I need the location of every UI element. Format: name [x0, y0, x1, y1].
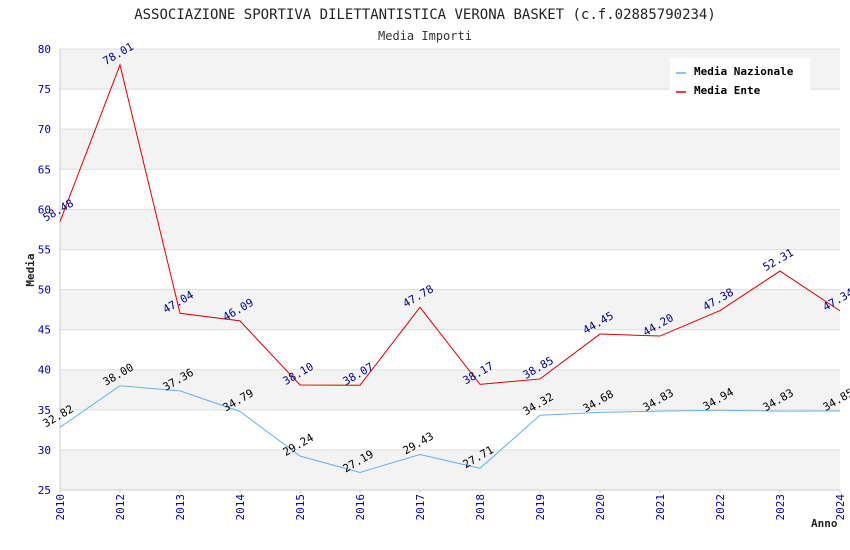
y-tick-label: 50	[38, 284, 51, 297]
legend-label-media-ente: Media Ente	[694, 84, 761, 97]
grid-band	[60, 369, 840, 410]
grid-bands	[60, 49, 840, 490]
y-axis-label: Media	[24, 253, 37, 286]
series-line-media-nazionale	[59, 385, 841, 473]
series-layer	[59, 63, 841, 473]
y-tick-label: 40	[38, 364, 51, 377]
series-line-media-ente	[59, 63, 841, 386]
x-tick-label: 2024	[834, 494, 847, 521]
data-label: 52.31	[761, 246, 796, 274]
x-tick-label: 2022	[714, 494, 727, 521]
grid-band	[60, 289, 840, 330]
legend-box	[670, 58, 810, 101]
x-tick-label: 2010	[54, 494, 67, 521]
x-tick-label: 2016	[354, 494, 367, 521]
x-tick-label: 2019	[534, 494, 547, 521]
x-axis-label: Anno	[811, 517, 838, 530]
chart-subtitle: Media Importi	[378, 29, 472, 43]
y-tick-label: 70	[38, 123, 51, 136]
y-tick-label: 60	[38, 203, 51, 216]
x-tick-label: 2018	[474, 494, 487, 521]
grid-lines	[60, 48, 840, 491]
y-tick-label: 45	[38, 324, 51, 337]
grid-band	[60, 449, 840, 490]
y-tick-label: 75	[38, 83, 51, 96]
x-tick-label: 2015	[294, 494, 307, 521]
x-tick-label: 2023	[774, 494, 787, 521]
grid-band	[60, 129, 840, 170]
x-tick-label: 2017	[414, 494, 427, 521]
chart-title: ASSOCIAZIONE SPORTIVA DILETTANTISTICA VE…	[134, 7, 716, 23]
x-tick-label: 2012	[114, 494, 127, 521]
legend: Media Nazionale Media Ente	[670, 58, 810, 101]
x-axis-ticks: 2010 2012 2013 2014 2015 2016 2017 2018 2019 2020…	[54, 490, 847, 521]
legend-label-media-nazionale: Media Nazionale	[694, 65, 794, 78]
x-tick-label: 2020	[594, 494, 607, 521]
grid-band	[60, 209, 840, 250]
y-tick-label: 30	[38, 444, 51, 457]
y-tick-label: 65	[38, 163, 51, 176]
y-axis-ticks: 25 30 35 40 45 50 55 60 65 70 75 80	[38, 43, 51, 497]
x-tick-label: 2014	[234, 494, 247, 521]
y-tick-label: 25	[38, 484, 51, 497]
y-tick-label: 35	[38, 404, 51, 417]
x-tick-label: 2021	[654, 494, 667, 521]
y-tick-label: 55	[38, 243, 51, 256]
y-tick-label: 80	[38, 43, 51, 56]
x-tick-label: 2013	[174, 494, 187, 521]
